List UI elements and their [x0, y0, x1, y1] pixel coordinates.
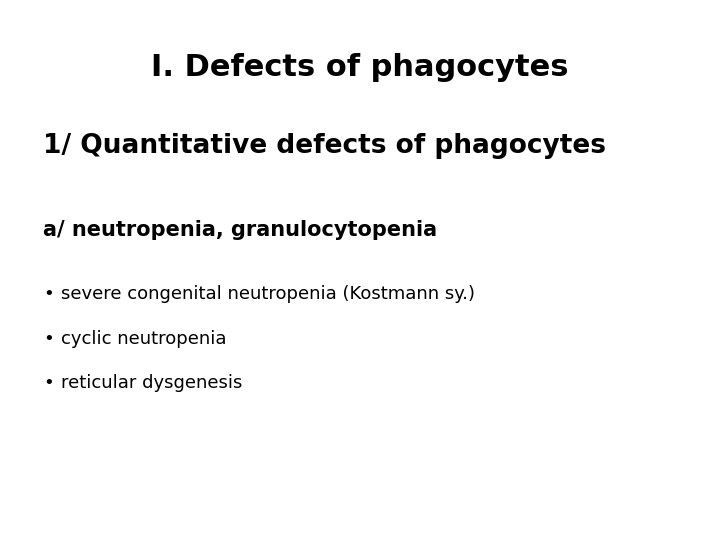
- Text: severe congenital neutropenia (Kostmann sy.): severe congenital neutropenia (Kostmann …: [61, 285, 475, 303]
- Text: cyclic neutropenia: cyclic neutropenia: [61, 329, 227, 348]
- Text: •: •: [43, 329, 54, 348]
- Text: •: •: [43, 285, 54, 303]
- Text: reticular dysgenesis: reticular dysgenesis: [61, 374, 243, 392]
- Text: 1/ Quantitative defects of phagocytes: 1/ Quantitative defects of phagocytes: [43, 133, 606, 159]
- Text: •: •: [43, 374, 54, 392]
- Text: a/ neutropenia, granulocytopenia: a/ neutropenia, granulocytopenia: [43, 219, 437, 240]
- Text: I. Defects of phagocytes: I. Defects of phagocytes: [151, 53, 569, 82]
